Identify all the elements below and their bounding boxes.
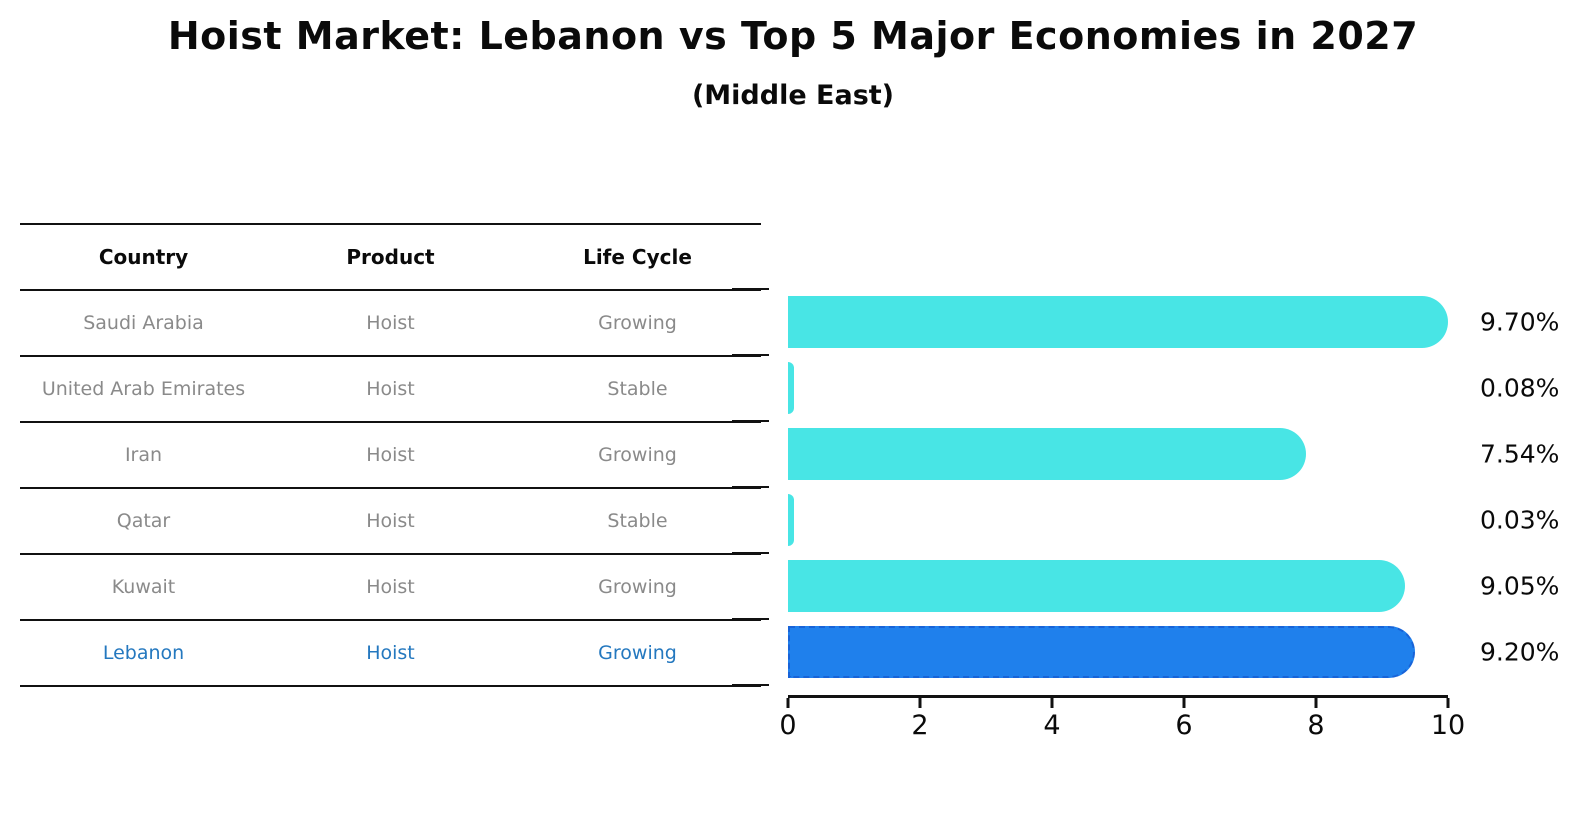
table-row-highlighted: Lebanon Hoist Growing xyxy=(20,621,761,687)
x-tick-label: 0 xyxy=(779,710,797,741)
x-tick-label: 8 xyxy=(1307,710,1325,741)
chart-row: 0.08% xyxy=(788,355,1559,421)
bar-saudi-arabia xyxy=(788,296,1449,348)
x-tick-label: 6 xyxy=(1175,710,1193,741)
x-axis-line xyxy=(788,695,1448,698)
x-tick xyxy=(786,698,790,708)
cell-lifecycle: Stable xyxy=(607,510,668,532)
y-tick xyxy=(732,552,769,554)
table-row: United Arab Emirates Hoist Stable xyxy=(20,357,761,423)
column-header-country: Country xyxy=(98,245,189,269)
chart-row: 9.05% xyxy=(788,553,1559,619)
cell-country: Qatar xyxy=(116,510,171,532)
y-tick xyxy=(732,486,769,488)
bar-iran xyxy=(788,428,1306,480)
table-row: Qatar Hoist Stable xyxy=(20,489,761,555)
table-row: Kuwait Hoist Growing xyxy=(20,555,761,621)
bar-value-label: 9.20% xyxy=(1480,637,1560,667)
cell-country: Kuwait xyxy=(111,576,176,598)
cell-country: Saudi Arabia xyxy=(83,312,204,334)
x-tick xyxy=(1446,698,1450,708)
bar-qatar xyxy=(788,494,794,546)
cell-lifecycle: Growing xyxy=(598,576,677,598)
x-tick xyxy=(918,698,922,708)
cell-product: Hoist xyxy=(366,378,415,400)
cell-country: Lebanon xyxy=(102,642,185,664)
x-axis: 0 2 4 6 8 10 xyxy=(779,695,1465,755)
chart-row: 9.70% xyxy=(788,289,1559,355)
x-tick xyxy=(1182,698,1186,708)
x-tick xyxy=(1314,698,1318,708)
cell-lifecycle: Growing xyxy=(598,312,677,334)
bar-value-label: 9.05% xyxy=(1480,571,1560,601)
cell-product: Hoist xyxy=(366,576,415,598)
chart-row: 7.54% xyxy=(788,421,1559,487)
cell-lifecycle: Growing xyxy=(598,642,677,664)
page-subtitle: (Middle East) xyxy=(691,80,895,111)
cell-lifecycle: Stable xyxy=(607,378,668,400)
bar-value-label: 0.08% xyxy=(1480,373,1560,403)
chart-row: 0.03% xyxy=(788,487,1559,553)
x-tick-label: 10 xyxy=(1430,710,1466,741)
cell-country: Iran xyxy=(124,444,163,466)
bar-chart: 9.70% 0.08% 7.54% 0.03% 9.05% 9.20% xyxy=(732,288,1559,741)
page-title: Hoist Market: Lebanon vs Top 5 Major Eco… xyxy=(167,14,1419,58)
cell-country: United Arab Emirates xyxy=(41,378,246,400)
x-tick-label: 4 xyxy=(1043,710,1061,741)
x-tick-label: 2 xyxy=(911,710,929,741)
column-header-lifecycle: Life Cycle xyxy=(583,245,692,269)
y-tick xyxy=(732,618,769,620)
chart-row: 9.20% xyxy=(788,619,1559,685)
bar-value-label: 9.70% xyxy=(1480,307,1560,337)
y-tick xyxy=(732,684,769,686)
bar-kuwait xyxy=(788,560,1406,612)
cell-product: Hoist xyxy=(366,444,415,466)
y-tick xyxy=(732,420,769,422)
bar-value-label: 7.54% xyxy=(1480,439,1560,469)
bar-value-label: 0.03% xyxy=(1480,505,1560,535)
table-header-row: Country Product Life Cycle xyxy=(20,225,761,291)
x-tick xyxy=(1050,698,1054,708)
table-row: Saudi Arabia Hoist Growing xyxy=(20,291,761,357)
cell-product: Hoist xyxy=(366,312,415,334)
bar-united-arab-emirates xyxy=(788,362,794,414)
data-table: Country Product Life Cycle Saudi Arabia … xyxy=(20,223,761,687)
y-tick xyxy=(732,288,769,290)
y-tick xyxy=(732,354,769,356)
table-row: Iran Hoist Growing xyxy=(20,423,761,489)
cell-product: Hoist xyxy=(366,510,415,532)
cell-lifecycle: Growing xyxy=(598,444,677,466)
cell-product: Hoist xyxy=(366,642,415,664)
column-header-product: Product xyxy=(346,245,435,269)
bar-lebanon-highlighted xyxy=(788,626,1416,678)
